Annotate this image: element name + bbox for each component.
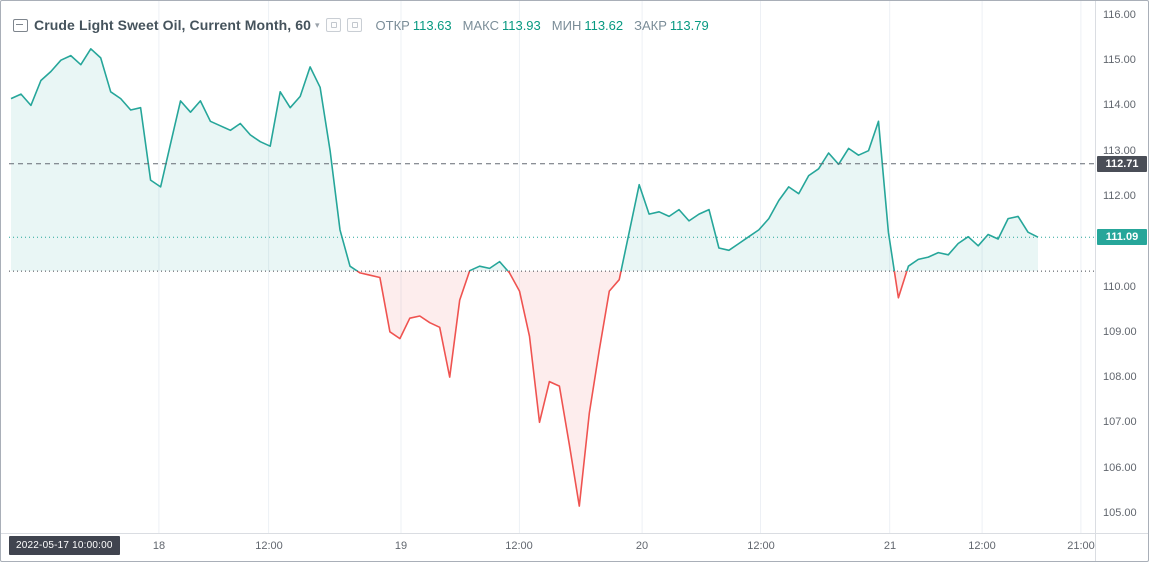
price-axis-label: 109.00 <box>1103 326 1137 338</box>
dashed-price-badge: 112.71 <box>1097 156 1147 172</box>
high-value: 113.93 <box>501 17 541 33</box>
open-label: ОТКР <box>375 17 410 33</box>
time-axis-label: 21:00 <box>1067 540 1095 552</box>
ohlc-legend: ОТКР 113.63 МАКС 113.93 МИН 113.62 ЗАКР … <box>376 18 720 33</box>
price-axis-label: 115.00 <box>1103 54 1136 66</box>
time-axis-label: 21 <box>883 540 897 552</box>
close-label: ЗАКР <box>634 17 667 33</box>
time-axis-label: 18 <box>152 540 166 552</box>
chevron-down-icon[interactable]: ▾ <box>315 19 320 30</box>
time-axis-label: 12:00 <box>968 540 996 552</box>
open-value: 113.63 <box>412 17 452 33</box>
price-axis-label: 112.00 <box>1103 190 1136 202</box>
price-axis-label: 105.00 <box>1103 507 1137 519</box>
price-axis-label: 110.00 <box>1103 281 1136 293</box>
current-price-badge: 111.09 <box>1097 229 1147 245</box>
time-axis-label: 12:00 <box>747 540 775 552</box>
time-axis-label: 12:00 <box>255 540 283 552</box>
price-axis-label: 108.00 <box>1103 371 1137 383</box>
chart-settings-icon[interactable] <box>346 18 362 32</box>
low-value: 113.62 <box>584 17 624 33</box>
chart-header: Crude Light Sweet Oil, Current Month, 60… <box>13 15 720 35</box>
time-axis-label: 19 <box>394 540 408 552</box>
low-label: МИН <box>551 17 582 33</box>
price-axis-label: 113.00 <box>1103 145 1136 157</box>
high-label: МАКС <box>462 17 499 33</box>
first-bar-time-badge: 2022-05-17 10:00:00 <box>9 536 120 555</box>
collapse-panel-icon[interactable] <box>13 18 28 32</box>
close-value: 113.79 <box>669 17 709 33</box>
price-axis-label: 107.00 <box>1103 416 1137 428</box>
chart-style-icon[interactable] <box>325 18 341 32</box>
price-axis-label: 116.00 <box>1103 9 1136 21</box>
time-axis-label: 12:00 <box>505 540 533 552</box>
price-axis-label: 106.00 <box>1103 462 1137 474</box>
time-axis-label: 20 <box>635 540 649 552</box>
price-axis-label: 114.00 <box>1103 99 1136 111</box>
symbol-title[interactable]: Crude Light Sweet Oil, Current Month, 60 <box>34 17 312 33</box>
